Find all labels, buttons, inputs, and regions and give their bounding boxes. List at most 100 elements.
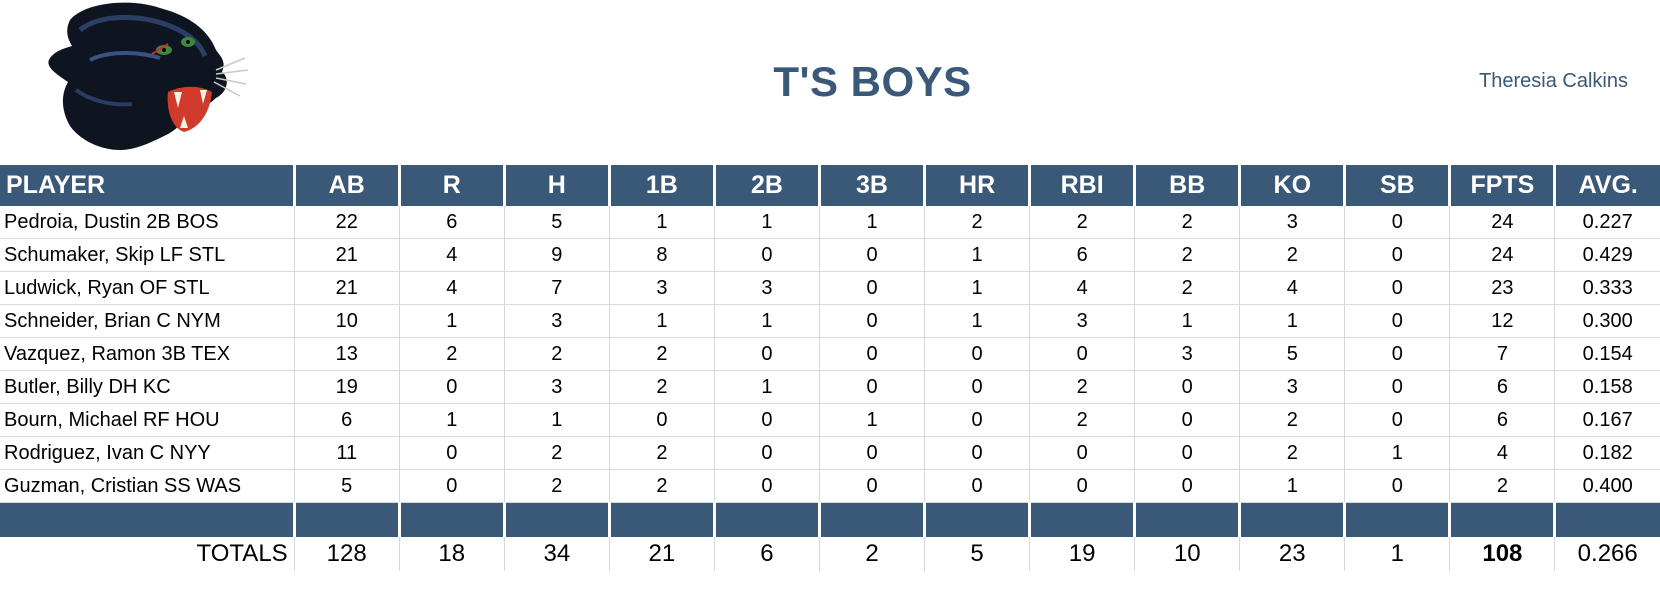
col-header-h: H bbox=[502, 165, 610, 206]
col-header-r: R bbox=[397, 165, 505, 206]
total-2b: 6 bbox=[713, 537, 820, 571]
stat-2b: 3 bbox=[713, 271, 820, 305]
stat-h: 2 bbox=[503, 436, 610, 470]
stat-3b: 0 bbox=[818, 370, 925, 404]
col-header-sb: SB bbox=[1343, 165, 1450, 206]
stat-1b: 0 bbox=[608, 403, 715, 437]
stat-fpts: 23 bbox=[1449, 271, 1555, 305]
player-name: Schumaker, Skip LF STL bbox=[0, 238, 295, 272]
stat-ab: 6 bbox=[293, 403, 400, 437]
stat-h: 7 bbox=[503, 271, 610, 305]
stat-ko: 1 bbox=[1239, 469, 1345, 503]
stat-1b: 3 bbox=[608, 271, 715, 305]
stat-2b: 0 bbox=[713, 469, 820, 503]
stat-h: 2 bbox=[503, 469, 610, 503]
stat-hr: 1 bbox=[924, 304, 1030, 338]
col-header-1b: 1B bbox=[607, 165, 715, 206]
stat-hr: 1 bbox=[924, 238, 1030, 272]
stat-3b: 1 bbox=[818, 403, 925, 437]
stat-hr: 0 bbox=[924, 337, 1030, 371]
stat-ab: 11 bbox=[293, 436, 400, 470]
total-hr: 5 bbox=[924, 537, 1030, 571]
stat-3b: 0 bbox=[818, 238, 925, 272]
col-header-ko: KO bbox=[1238, 165, 1345, 206]
stat-1b: 1 bbox=[608, 206, 715, 239]
stat-ab: 21 bbox=[293, 271, 400, 305]
stat-ko: 2 bbox=[1239, 238, 1345, 272]
player-name: Pedroia, Dustin 2B BOS bbox=[0, 206, 295, 239]
stat-rbi: 4 bbox=[1029, 271, 1135, 305]
total-ko: 23 bbox=[1239, 537, 1345, 571]
stat-fpts: 24 bbox=[1449, 238, 1555, 272]
stat-3b: 0 bbox=[818, 337, 925, 371]
total-1b: 21 bbox=[608, 537, 715, 571]
stat-2b: 1 bbox=[713, 206, 820, 239]
stat-ko: 2 bbox=[1239, 403, 1345, 437]
col-header-hr: HR bbox=[923, 165, 1030, 206]
player-name: Vazquez, Ramon 3B TEX bbox=[0, 337, 295, 371]
stat-r: 6 bbox=[398, 206, 505, 239]
stat-avg: 0.158 bbox=[1554, 370, 1660, 404]
stat-avg: 0.300 bbox=[1554, 304, 1660, 338]
stat-avg: 0.333 bbox=[1554, 271, 1660, 305]
player-name: Bourn, Michael RF HOU bbox=[0, 403, 295, 437]
stat-ko: 3 bbox=[1239, 206, 1345, 239]
stat-1b: 2 bbox=[608, 337, 715, 371]
stat-sb: 0 bbox=[1344, 271, 1450, 305]
stat-fpts: 6 bbox=[1449, 403, 1555, 437]
total-bb: 10 bbox=[1134, 537, 1240, 571]
stat-bb: 0 bbox=[1134, 436, 1240, 470]
stat-bb: 3 bbox=[1134, 337, 1240, 371]
owner-name: Theresia Calkins bbox=[1479, 70, 1628, 92]
stat-h: 9 bbox=[503, 238, 610, 272]
page-header: T'S BOYS Theresia Calkins bbox=[0, 0, 1660, 165]
stat-1b: 2 bbox=[608, 469, 715, 503]
stat-ko: 5 bbox=[1239, 337, 1345, 371]
total-avg: 0.266 bbox=[1554, 537, 1660, 571]
stat-hr: 0 bbox=[924, 469, 1030, 503]
table-row: Ludwick, Ryan OF STL 21 4 7 3 3 0 1 4 2 … bbox=[0, 271, 1660, 305]
stat-rbi: 0 bbox=[1029, 436, 1135, 470]
stat-sb: 0 bbox=[1344, 206, 1450, 239]
stat-sb: 0 bbox=[1344, 403, 1450, 437]
total-3b: 2 bbox=[818, 537, 925, 571]
stat-hr: 0 bbox=[924, 403, 1030, 437]
stat-2b: 1 bbox=[713, 370, 820, 404]
stat-2b: 0 bbox=[713, 436, 820, 470]
stat-fpts: 2 bbox=[1449, 469, 1555, 503]
stat-ab: 22 bbox=[293, 206, 400, 239]
stat-hr: 0 bbox=[924, 370, 1030, 404]
stat-h: 5 bbox=[503, 206, 610, 239]
stat-1b: 8 bbox=[608, 238, 715, 272]
table-row: Pedroia, Dustin 2B BOS 22 6 5 1 1 1 2 2 … bbox=[0, 206, 1660, 239]
stat-r: 0 bbox=[398, 469, 505, 503]
stat-ab: 19 bbox=[293, 370, 400, 404]
player-name: Ludwick, Ryan OF STL bbox=[0, 271, 295, 305]
col-header-fpts: FPTS bbox=[1448, 165, 1555, 206]
totals-label: TOTALS bbox=[196, 540, 288, 567]
player-name: Butler, Billy DH KC bbox=[0, 370, 295, 404]
stat-sb: 0 bbox=[1344, 238, 1450, 272]
stat-fpts: 24 bbox=[1449, 206, 1555, 239]
stat-2b: 0 bbox=[713, 238, 820, 272]
stat-avg: 0.429 bbox=[1554, 238, 1660, 272]
col-header-player: PLAYER bbox=[0, 165, 295, 206]
stat-r: 2 bbox=[398, 337, 505, 371]
stat-bb: 0 bbox=[1134, 370, 1240, 404]
stat-fpts: 4 bbox=[1449, 436, 1555, 470]
stat-3b: 0 bbox=[818, 304, 925, 338]
total-fpts: 108 bbox=[1449, 537, 1555, 571]
stat-sb: 0 bbox=[1344, 469, 1450, 503]
stat-bb: 2 bbox=[1134, 206, 1240, 239]
stat-rbi: 6 bbox=[1029, 238, 1135, 272]
stat-r: 0 bbox=[398, 436, 505, 470]
stat-3b: 1 bbox=[818, 206, 925, 239]
stat-3b: 0 bbox=[818, 436, 925, 470]
stat-bb: 0 bbox=[1134, 403, 1240, 437]
stat-r: 1 bbox=[398, 304, 505, 338]
stat-ab: 5 bbox=[293, 469, 400, 503]
stat-ab: 13 bbox=[293, 337, 400, 371]
stat-avg: 0.400 bbox=[1554, 469, 1660, 503]
stat-hr: 1 bbox=[924, 271, 1030, 305]
header-row: PLAYER AB R H 1B 2B 3B HR RBI BB KO SB F… bbox=[0, 165, 1660, 206]
